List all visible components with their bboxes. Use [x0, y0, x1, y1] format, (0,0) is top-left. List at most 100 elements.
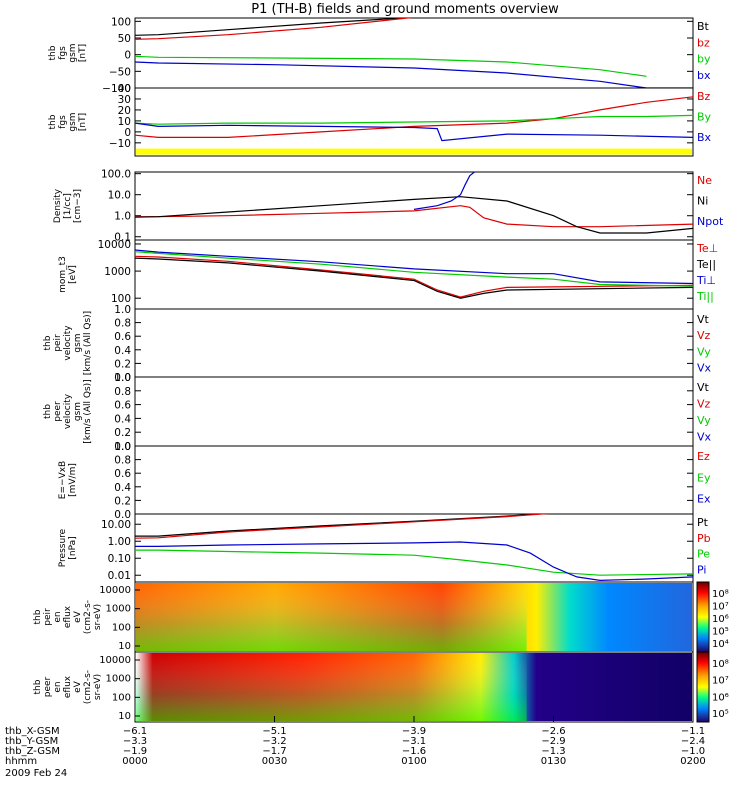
series-Pe: [135, 549, 693, 576]
panel-9: thb peir en eflux eV (cm2-s-sr-eV) 10000 1000 10…: [33, 581, 729, 653]
ylabel-line: gsm: [68, 43, 78, 62]
ylabel-line: [cm−3]: [73, 189, 83, 223]
ylabel-line: E=−VxB: [58, 461, 68, 499]
legend-Bt: Bt: [697, 20, 710, 33]
ylabel-line: eV: [73, 610, 83, 623]
x-row-label: thb_X-GSM: [5, 726, 60, 737]
colorbar-label: 10⁵: [712, 627, 729, 638]
y-tick-label: 1.0: [114, 441, 131, 453]
legend-By: By: [697, 111, 712, 124]
panel-frame: [134, 171, 694, 241]
series-Te||: [135, 257, 693, 299]
y-tick-label: 1000: [106, 604, 131, 615]
ylabel-line: (cm2-s-: [83, 600, 93, 634]
series-Ti⊥: [135, 249, 693, 285]
ylabel-line: peir: [43, 608, 53, 626]
panel-3: Density [1/cc] [cm−3] 100.0 10.0 1.0 0.1 Ne Ni Np…: [53, 169, 724, 244]
legend-Vz: Vz: [697, 329, 711, 342]
x-row-value: −2.9: [541, 736, 565, 747]
ylabel-line: [1/cc]: [63, 193, 73, 219]
spectrogram-overlay: [136, 583, 527, 651]
x-row-value: −1.7: [262, 746, 286, 757]
ylabel-line: [eV]: [68, 265, 78, 284]
x-row-value: −2.4: [681, 736, 705, 747]
y-tick-label: 1.00: [108, 536, 131, 548]
legend-Bz: Bz: [697, 90, 711, 103]
y-tick-label: 0.6: [114, 468, 131, 480]
panel-frame: [134, 513, 694, 583]
legend-Vx: Vx: [697, 362, 712, 375]
y-tick-label: 0: [124, 127, 131, 139]
ylabel-line: thb: [33, 609, 43, 624]
ylabel-line: mom_t3: [58, 256, 68, 293]
x-row-value: 0000: [122, 756, 147, 767]
date-label: 2009 Feb 24: [5, 768, 67, 779]
x-row-value: 0030: [262, 756, 287, 767]
y-tick-label: 30: [118, 94, 131, 106]
x-row-value: −1.0: [681, 746, 705, 757]
y-tick-label: 0.8: [114, 455, 131, 467]
y-tick-label: 10: [118, 711, 131, 722]
y-tick-label: 0.2: [114, 427, 131, 439]
x-row-value: −3.3: [123, 736, 147, 747]
y-tick-label: 10000: [98, 239, 131, 251]
ylabel-line: en: [53, 681, 63, 692]
legend-Ex: Ex: [697, 493, 711, 506]
y-tick-label: 40: [118, 83, 131, 95]
ylabel-line: thb: [33, 679, 43, 694]
ylabel-line: peer: [53, 401, 63, 422]
x-row-value: −5.1: [262, 726, 286, 737]
legend-Ne: Ne: [697, 174, 712, 187]
series-Bt: [135, 18, 413, 36]
panel-frame: [134, 17, 694, 89]
panel-8: Pressure [nPa] 10.00 1.00 0.10 0.01 Pt Pb Pe Pi: [58, 513, 711, 583]
panel-10: thb peer en eflux eV (cm2-s-sr-eV) 10000 1000 10…: [33, 651, 729, 723]
ylabel-line: gsm: [73, 333, 83, 352]
ylabel-line: [mV/m]: [68, 463, 78, 497]
y-tick-label: 100: [112, 692, 131, 703]
quality-flag-bar: [136, 148, 692, 155]
legend-Vy: Vy: [697, 345, 711, 358]
series-bx: [135, 61, 693, 88]
x-row-value: −1.9: [123, 746, 147, 757]
legend-bz: bz: [697, 36, 710, 49]
y-tick-label: −10: [109, 138, 131, 150]
y-tick-label: 0.0: [114, 509, 131, 521]
legend-Pe: Pe: [697, 548, 710, 561]
y-tick-label: 0.0: [114, 441, 131, 453]
series-Ni: [135, 196, 693, 234]
colorbar: [696, 581, 710, 653]
legend-Vx: Vx: [697, 430, 712, 443]
x-row-value: −3.2: [262, 736, 286, 747]
colorbar-label: 10⁷: [712, 676, 729, 687]
y-tick-label: 0: [124, 50, 131, 62]
y-tick-label: 0.8: [114, 386, 131, 398]
y-tick-label: 50: [118, 33, 131, 45]
y-tick-label: 1000: [104, 266, 131, 278]
y-tick-label: 0.4: [114, 413, 131, 425]
legend-Te⊥: Te⊥: [696, 242, 718, 255]
x-row-value: −1.1: [681, 726, 705, 737]
colorbar-label: 10⁷: [712, 602, 729, 613]
ylabel-line: [nT]: [78, 113, 88, 131]
x-row-label: thb_Z-GSM: [5, 746, 60, 757]
ylabel-line: velocity: [63, 393, 73, 429]
ylabel-line: fgs: [58, 115, 68, 129]
colorbar-label: 10⁶: [712, 692, 729, 703]
series-Pi: [135, 541, 693, 582]
panel-7: E=−VxB [mV/m] 1.0 0.80.6 0.40.2 0.0 Ez Ey Ex: [58, 441, 711, 521]
panel-frame: [134, 239, 694, 310]
y-tick-label: 100: [111, 293, 131, 305]
legend-Ez: Ez: [697, 450, 710, 463]
panel-frame: [134, 445, 694, 515]
ylabel-line: sr-eV): [93, 604, 103, 630]
ylabel-line: gsm: [68, 112, 78, 131]
panel-frame: [134, 376, 694, 447]
y-tick-label: 10.0: [108, 190, 131, 202]
x-row-label: thb_Y-GSM: [5, 736, 58, 747]
ylabel-line: sr-eV): [93, 674, 103, 700]
colorbar-label: 10⁶: [712, 614, 729, 625]
y-tick-label: 1000: [106, 674, 131, 685]
